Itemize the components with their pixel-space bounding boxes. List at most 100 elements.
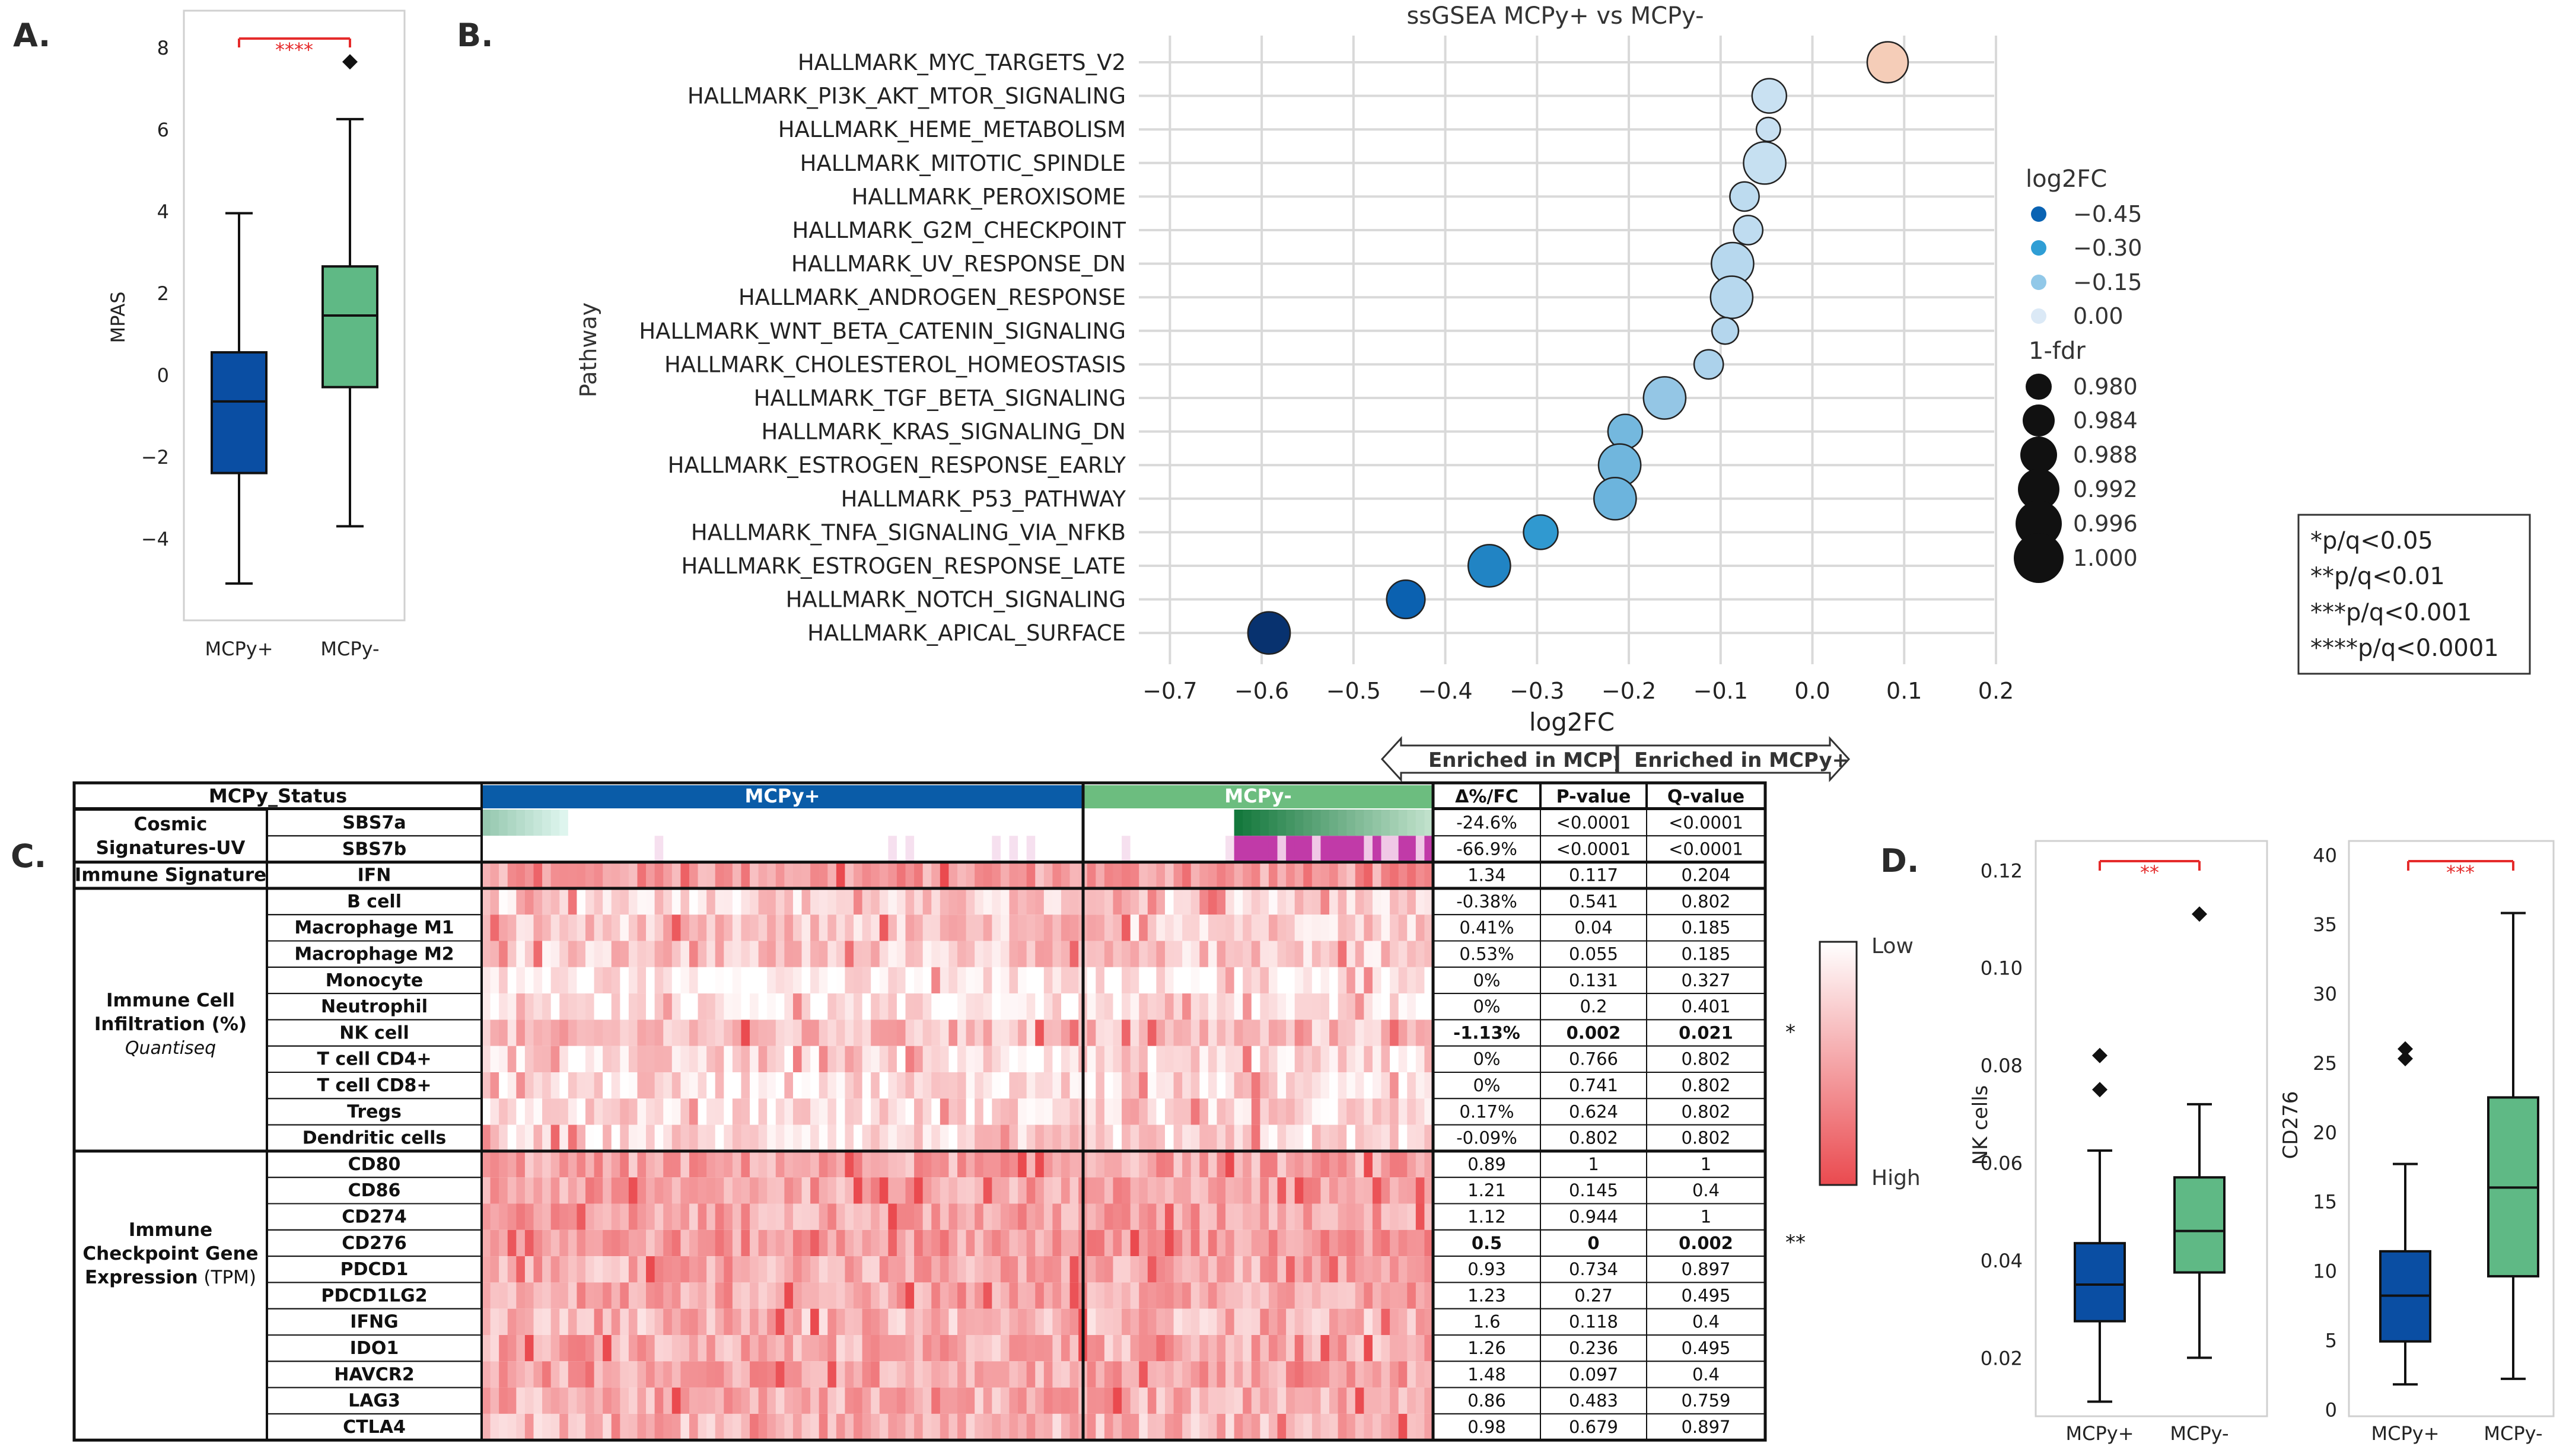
heatmap-cell [1398,862,1408,888]
heatmap-cell [663,1124,673,1151]
heatmap-cell [905,1177,915,1204]
heatmap-cell [559,1413,569,1441]
heatmap-cell [1000,1413,1010,1441]
heatmap-cell [931,1308,941,1335]
heatmap-cell [1243,1019,1252,1046]
heatmap-cell [1338,1072,1347,1099]
heatmap-cell [1407,1177,1416,1204]
heatmap-cell [1424,836,1434,862]
heatmap-cell [1087,1098,1096,1125]
heatmap-cell [628,1098,638,1125]
stat-value: 0.27 [1574,1285,1613,1305]
heatmap-cell [957,1361,967,1388]
heatmap-cell [490,1151,499,1178]
heatmap-cell [490,1282,499,1309]
heatmap-cell [1294,836,1304,862]
heatmap-cell [568,1046,577,1072]
row-label: Macrophage M2 [294,944,454,965]
heatmap-cell [671,862,681,888]
heatmap-cell [1069,1124,1079,1151]
heatmap-cell [680,967,690,994]
heatmap-cell [1234,1282,1243,1309]
heatmap-cell [957,888,967,915]
heatmap-cell [741,888,750,915]
heatmap-cell [620,1072,629,1099]
heatmap-cell [1346,1308,1356,1335]
heatmap-cell [775,888,785,915]
heatmap-cell [1390,1124,1399,1151]
heatmap-cell [585,1256,595,1283]
heatmap-cell [1139,1019,1148,1046]
heatmap-cell [1087,1177,1096,1204]
heatmap-cell [1390,915,1399,941]
heatmap-cell [1096,810,1105,836]
heatmap-cell [482,862,491,888]
heatmap-cell [1208,888,1218,915]
heatmap-cell [706,967,716,994]
heatmap-cell [1043,1151,1053,1178]
heatmap-cell [1372,810,1382,836]
heatmap-cell [1043,915,1053,941]
heatmap-cell [758,1308,768,1335]
heatmap-cell [1122,967,1131,994]
heatmap-cell [948,1229,958,1257]
heatmap-cell [1208,1282,1218,1309]
heatmap-cell [628,967,638,994]
heatmap-cell [499,1072,508,1099]
heatmap-cell [836,1203,846,1230]
panel-d-nk-neg-box [2173,1176,2226,1274]
heatmap-cell [1303,1203,1313,1230]
heatmap-cell [533,1282,543,1309]
heatmap-cell [1009,993,1018,1020]
heatmap-cell [680,1098,690,1125]
heatmap-cell [1139,1282,1148,1309]
heatmap-cell [542,967,552,994]
stat-value: 0.131 [1569,970,1618,990]
stat-cell [1540,1334,1647,1362]
heatmap-cell [827,1335,837,1362]
heatmap-cell [1087,1361,1096,1388]
heatmap-cell [1096,1177,1105,1204]
heatmap-cell [1243,993,1252,1020]
heatmap-cell [1156,1151,1166,1178]
heatmap-cell [516,1151,526,1178]
heatmap-cell [767,941,776,967]
heatmap-cell [819,1387,828,1414]
heatmap-cell [1199,941,1209,967]
heatmap-cell [948,967,958,994]
heatmap-cell [550,1361,560,1388]
heatmap-cell [637,1098,647,1125]
heatmap-cell [499,1387,508,1414]
heatmap-cell [957,1229,967,1257]
heatmap-cell [1243,810,1252,836]
heatmap-cell [767,993,776,1020]
heatmap-cell [992,993,1001,1020]
heatmap-cell [914,1098,924,1125]
heatmap-cell [922,1019,932,1046]
heatmap-cell [559,1177,569,1204]
heatmap-cell [896,1361,906,1388]
heatmap-cell [628,1151,638,1178]
legend-size-title: 1-fdr [2029,337,2086,365]
heatmap-cell [680,1229,690,1257]
heatmap-cell [1164,1361,1174,1388]
heatmap-cell [1130,1361,1139,1388]
heatmap-cell [1303,1229,1313,1257]
heatmap-cell [1268,862,1278,888]
heatmap-cell [1225,1413,1235,1441]
heatmap-cell [663,862,673,888]
heatmap-cell [957,1151,967,1178]
heatmap-cell [1113,1308,1122,1335]
heatmap-cell [689,1203,699,1230]
panel-b-pathway-label: HALLMARK_NOTCH_SIGNALING [786,587,1126,613]
heatmap-cell [940,1256,950,1283]
heatmap-cell [750,967,759,994]
heatmap-cell [871,967,880,994]
heatmap-cell [646,888,655,915]
heatmap-cell [1122,1098,1131,1125]
status-header-label: MCPy_Status [209,785,347,807]
heatmap-cell [1018,1177,1027,1204]
heatmap-cell [862,915,871,941]
heatmap-cell [568,1098,577,1125]
stat-value: 1 [1701,1207,1711,1227]
